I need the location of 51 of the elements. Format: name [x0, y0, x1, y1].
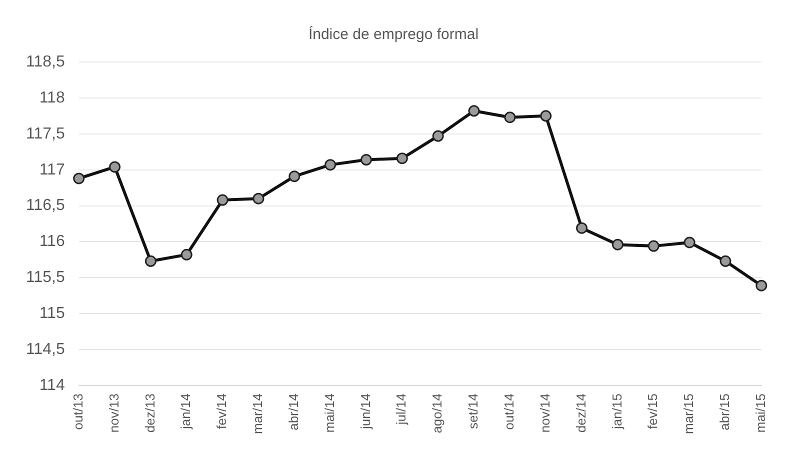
point: [144, 255, 156, 267]
point: [684, 236, 696, 248]
x-tick-label: dez/14: [573, 394, 588, 433]
x-tick-label: out/13: [70, 394, 86, 430]
x-tick-label: fev/15: [645, 394, 660, 429]
y-tick-label: 117,5: [26, 125, 65, 142]
chart-title: Índice de emprego formal: [308, 25, 479, 44]
point: [396, 152, 408, 164]
y-tick-label: 118: [39, 89, 65, 106]
y-tick-label: 118,5: [26, 53, 65, 70]
x-tick-label: jan/15: [609, 394, 624, 430]
point: [612, 238, 624, 250]
x-tick-label: mar/14: [250, 394, 266, 434]
y-tick-label: 116: [39, 233, 65, 250]
x-tick-label: dez/13: [142, 394, 158, 433]
point: [324, 159, 336, 171]
point: [756, 280, 768, 292]
point: [109, 161, 121, 173]
y-tick-label: 115,5: [26, 269, 65, 286]
x-tick-label: out/14: [502, 394, 517, 430]
x-tick-label: mar/15: [681, 394, 696, 434]
x-tick-label: mai/14: [322, 394, 337, 433]
x-tick-label: jul/14: [394, 394, 409, 426]
point: [180, 248, 192, 260]
x-tick-label: fev/14: [214, 394, 230, 429]
point: [73, 172, 85, 184]
x-tick-label: ago/14: [430, 394, 445, 434]
x-tick-label: nov/13: [106, 394, 122, 433]
x-tick-label: nov/14: [537, 394, 552, 433]
point: [468, 105, 480, 117]
point: [216, 194, 228, 206]
x-tick-label: abr/15: [717, 394, 732, 430]
x-tick-label: set/14: [466, 394, 481, 429]
x-tick-label: jun/14: [358, 394, 373, 430]
y-tick-label: 114,5: [26, 340, 65, 358]
point: [432, 130, 444, 142]
y-tick-label: 115: [39, 305, 65, 322]
point: [648, 240, 660, 252]
point: [288, 170, 300, 182]
point: [360, 154, 372, 166]
x-tick-label: mai/15: [752, 394, 768, 433]
y-tick-label: 114: [39, 376, 65, 394]
point: [540, 110, 552, 122]
x-tick-label: jan/14: [178, 394, 194, 430]
y-tick-label: 117: [39, 161, 65, 178]
point: [504, 112, 516, 124]
point: [720, 255, 732, 267]
point: [576, 222, 588, 234]
point: [252, 192, 264, 204]
x-tick-label: abr/14: [286, 394, 301, 430]
y-tick-label: 116,5: [26, 197, 65, 214]
